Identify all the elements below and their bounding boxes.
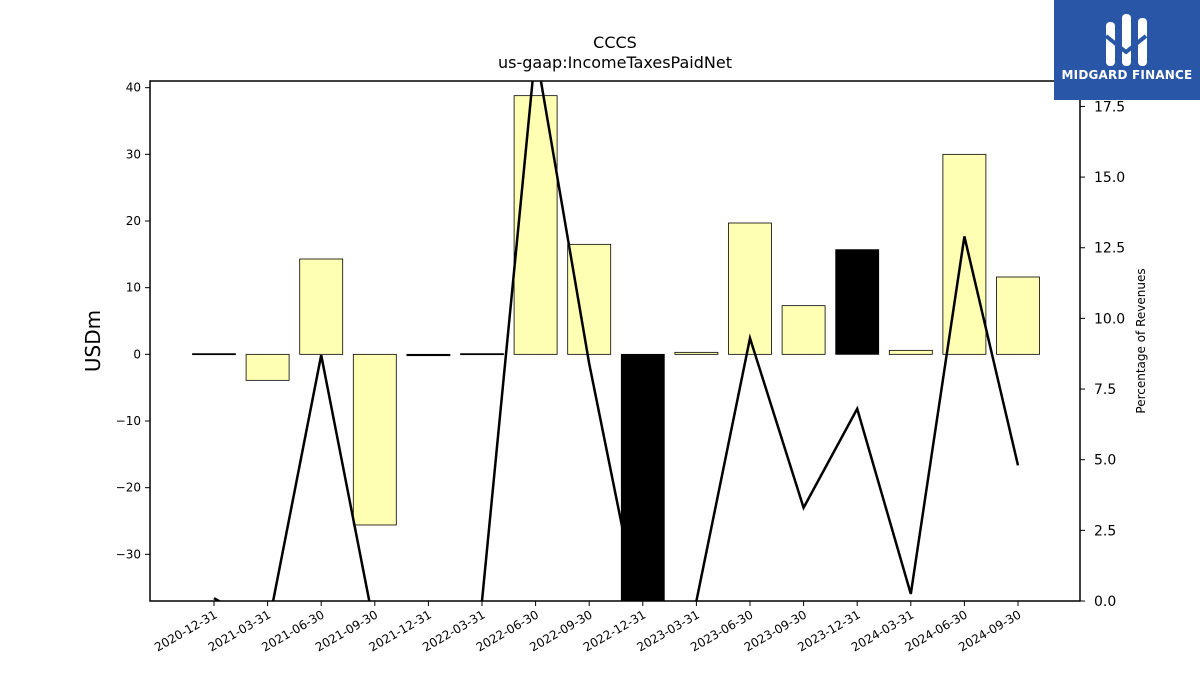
plot-frame	[149, 80, 1081, 602]
bar-2023-03-31	[674, 351, 719, 355]
y-tick-label: −30	[116, 547, 141, 561]
bar-2021-06-30	[299, 258, 344, 355]
y2-tick-label: 10.0	[1094, 311, 1125, 327]
y2-tick-label: 17.5	[1094, 99, 1125, 115]
y-tick-label: 20	[126, 214, 141, 228]
y-tick-label: −10	[116, 414, 141, 428]
bar-2022-03-31	[460, 353, 504, 356]
bar-2020-12-31	[192, 353, 236, 356]
bar-2022-12-31	[620, 353, 665, 602]
y-tick-label: 0	[133, 347, 141, 361]
chart-title: CCCS	[593, 33, 637, 52]
bar-2021-03-31	[245, 353, 290, 381]
y-tick-label: 10	[126, 281, 141, 295]
bar-2023-12-31	[835, 249, 880, 355]
y-tick-label: 40	[126, 81, 141, 95]
y2-axis-label: Percentage of Revenues	[1134, 268, 1148, 413]
bar-2022-09-30	[567, 243, 612, 355]
logo-text: MIDGARD FINANCE	[1061, 68, 1193, 82]
bar-2024-03-31	[888, 349, 933, 355]
bar-2023-06-30	[728, 222, 772, 355]
y2-tick-label: 5.0	[1094, 453, 1116, 469]
y2-tick-label: 15.0	[1094, 170, 1125, 186]
bar-2024-06-30	[942, 153, 987, 355]
chart-subtitle: us-gaap:IncomeTaxesPaidNet	[498, 53, 732, 72]
y2-tick-label: 0.0	[1094, 594, 1116, 610]
y-tick-label: 30	[126, 147, 141, 161]
logo-mark-icon	[1104, 14, 1148, 66]
y-tick-label: −20	[116, 481, 141, 495]
y-axis-label: USDm	[81, 310, 105, 372]
y2-tick-label: 12.5	[1094, 241, 1125, 257]
revenue-percentage-line	[213, 81, 1020, 601]
bar-2021-12-31	[406, 353, 451, 357]
y2-tick-label: 7.5	[1094, 382, 1116, 398]
logo: MIDGARD FINANCE	[1054, 0, 1200, 100]
bar-2023-09-30	[781, 305, 826, 355]
y2-tick-label: 2.5	[1094, 523, 1116, 539]
bar-2021-09-30	[352, 353, 397, 526]
bar-2024-09-30	[996, 276, 1040, 355]
